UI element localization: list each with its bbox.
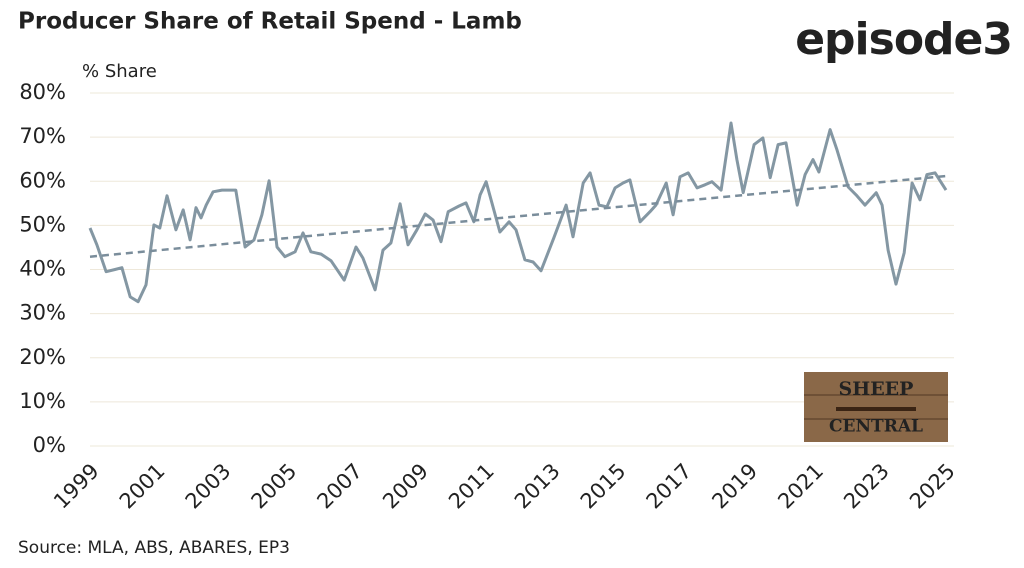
y-tick-label: 20% <box>19 345 66 369</box>
x-tick-label: 2017 <box>642 459 697 514</box>
y-tick-label: 40% <box>19 257 66 281</box>
logo: episode3 <box>795 14 1012 65</box>
x-tick-label: 1999 <box>49 459 104 514</box>
grid <box>90 92 954 447</box>
watermark: SHEEP CENTRAL <box>804 372 948 442</box>
x-tick-label: 2005 <box>247 459 302 514</box>
trend-line <box>89 174 947 258</box>
data-line <box>88 121 948 304</box>
chart-title: Producer Share of Retail Spend - Lamb <box>18 9 522 35</box>
source: Source: MLA, ABS, ABARES, EP3 <box>18 538 290 558</box>
y-tick-label: 10% <box>19 389 66 413</box>
x-tick-label: 2011 <box>444 459 499 514</box>
y-tick-label: 50% <box>19 212 66 236</box>
x-tick-label: 2019 <box>707 459 762 514</box>
x-tick-label: 2009 <box>378 459 433 514</box>
y-tick-label: 0% <box>33 433 66 457</box>
y-tick-label: 60% <box>19 168 66 192</box>
x-tick-label: 2025 <box>905 459 960 514</box>
x-tick-label: 2015 <box>576 459 631 514</box>
y-tick-label: 30% <box>19 301 66 325</box>
x-tick-label: 2013 <box>510 459 565 514</box>
sign-text: CENTRAL <box>829 417 923 437</box>
x-tick-label: 2007 <box>312 459 367 514</box>
x-tick-label: 2001 <box>115 459 170 514</box>
x-tick-label: 2023 <box>839 459 894 514</box>
sign-text: SHEEP <box>839 378 914 400</box>
y-tick-label: 70% <box>19 124 66 148</box>
y-tick-label: 80% <box>19 80 66 104</box>
x-tick-label: 2021 <box>773 459 828 514</box>
x-tick-label: 2003 <box>181 459 236 514</box>
y-axis-label: % Share <box>82 61 157 82</box>
